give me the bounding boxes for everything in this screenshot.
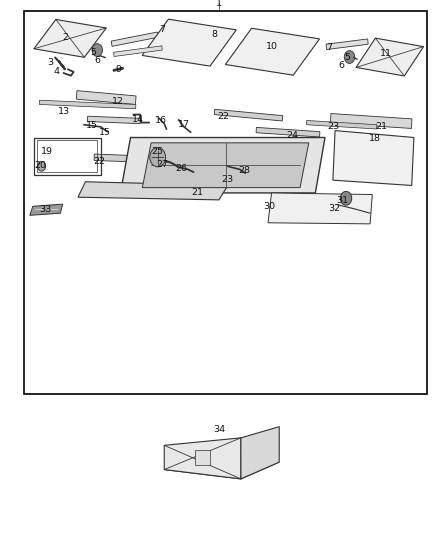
- Text: 5: 5: [344, 53, 350, 62]
- Text: 9: 9: [115, 65, 121, 74]
- Text: 28: 28: [238, 166, 251, 174]
- Text: 3: 3: [47, 59, 53, 67]
- Polygon shape: [268, 193, 372, 224]
- Text: 22: 22: [93, 157, 106, 166]
- Polygon shape: [333, 131, 414, 185]
- Circle shape: [92, 44, 102, 56]
- Polygon shape: [34, 19, 106, 57]
- Text: 7: 7: [326, 44, 332, 52]
- Polygon shape: [326, 39, 368, 50]
- Text: 12: 12: [112, 97, 124, 106]
- Circle shape: [150, 148, 166, 167]
- Polygon shape: [120, 138, 325, 193]
- Text: 17: 17: [178, 120, 190, 129]
- Text: 34: 34: [213, 425, 225, 433]
- Text: 24: 24: [286, 132, 299, 140]
- Text: 6: 6: [94, 56, 100, 65]
- Polygon shape: [164, 453, 279, 479]
- Text: 27: 27: [156, 160, 168, 168]
- Polygon shape: [225, 28, 320, 75]
- Text: 10: 10: [265, 42, 278, 51]
- Text: 16: 16: [155, 117, 167, 125]
- Polygon shape: [30, 204, 63, 215]
- Polygon shape: [88, 116, 140, 124]
- Circle shape: [340, 191, 352, 205]
- Polygon shape: [39, 100, 136, 109]
- Text: 25: 25: [152, 148, 164, 156]
- Polygon shape: [94, 154, 164, 163]
- Text: 23: 23: [222, 175, 234, 183]
- Text: 33: 33: [39, 205, 51, 214]
- Polygon shape: [114, 46, 162, 56]
- Polygon shape: [142, 143, 309, 188]
- Text: 30: 30: [263, 203, 276, 211]
- Polygon shape: [241, 426, 279, 479]
- Polygon shape: [307, 120, 377, 129]
- Text: 15: 15: [86, 121, 98, 130]
- Polygon shape: [356, 38, 424, 76]
- Polygon shape: [256, 127, 320, 137]
- Polygon shape: [331, 114, 412, 128]
- Text: 1: 1: [216, 0, 222, 8]
- Text: 21: 21: [375, 123, 387, 131]
- Text: 23: 23: [327, 123, 339, 131]
- Polygon shape: [111, 32, 158, 46]
- Text: 32: 32: [328, 205, 341, 213]
- Text: 19: 19: [41, 148, 53, 156]
- Polygon shape: [142, 19, 237, 66]
- Text: 2: 2: [62, 33, 68, 42]
- Text: 15: 15: [99, 128, 111, 136]
- Bar: [194, 450, 210, 465]
- Circle shape: [344, 51, 355, 63]
- Bar: [24, 11, 427, 394]
- Text: 5: 5: [91, 48, 97, 56]
- Polygon shape: [78, 182, 228, 200]
- Polygon shape: [215, 109, 283, 121]
- Text: 13: 13: [57, 108, 70, 116]
- Text: 21: 21: [191, 189, 203, 197]
- Polygon shape: [164, 438, 241, 479]
- Text: 26: 26: [176, 165, 188, 173]
- Circle shape: [38, 161, 46, 171]
- Polygon shape: [76, 91, 136, 104]
- Text: 8: 8: [212, 30, 218, 39]
- Text: 31: 31: [336, 196, 349, 205]
- Text: 11: 11: [380, 49, 392, 58]
- Text: 7: 7: [159, 25, 165, 34]
- Text: 20: 20: [35, 161, 47, 169]
- Text: 22: 22: [217, 112, 230, 120]
- Text: 14: 14: [132, 115, 144, 124]
- Polygon shape: [173, 172, 261, 182]
- Text: 4: 4: [54, 68, 60, 76]
- Text: 18: 18: [368, 134, 381, 143]
- Text: 6: 6: [339, 61, 345, 70]
